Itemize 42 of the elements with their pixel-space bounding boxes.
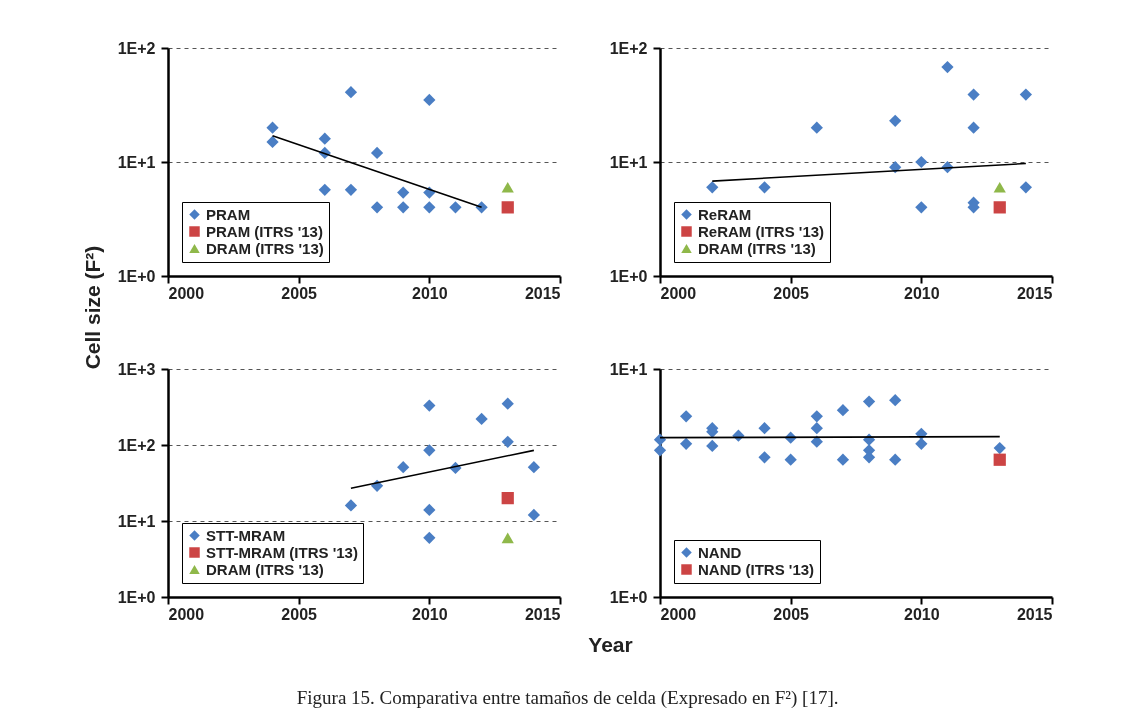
y-tick-label: 1E+0 [609,267,648,285]
legend-label: NAND [698,543,742,561]
legend-label: DRAM (ITRS '13) [206,560,324,578]
x-tick-label: 2000 [660,605,697,623]
y-tick-label: 1E+1 [609,360,648,378]
y-tick-label: 1E+1 [117,153,156,171]
legend-label: ReRAM (ITRS '13) [698,222,825,240]
x-tick-label: 2005 [773,284,810,302]
legend-label: PRAM [206,205,251,223]
y-tick-label: 1E+1 [609,153,648,171]
x-tick-label: 2015 [524,284,561,302]
y-tick-label: 1E+0 [117,267,156,285]
legend-label: NAND (ITRS '13) [698,560,815,578]
x-tick-label: 2010 [412,605,448,623]
y-tick-label: 1E+0 [609,588,648,606]
x-tick-label: 2000 [660,284,697,302]
y-axis-title: Cell size (F²) [80,245,104,370]
x-tick-label: 2010 [904,284,940,302]
y-tick-label: 1E+2 [609,39,648,57]
legend-label: STT-MRAM (ITRS '13) [206,543,358,561]
y-tick-label: 1E+0 [117,588,156,606]
x-tick-label: 2005 [281,284,318,302]
legend-label: PRAM (ITRS '13) [206,222,323,240]
x-tick-label: 2015 [1016,605,1053,623]
x-tick-label: 2010 [904,605,940,623]
y-tick-label: 1E+3 [117,360,156,378]
x-tick-label: 2000 [168,605,205,623]
x-tick-label: 2015 [1016,284,1053,302]
x-axis-title: Year [588,632,633,656]
x-tick-label: 2015 [524,605,561,623]
legend-label: DRAM (ITRS '13) [206,239,324,257]
y-tick-label: 1E+2 [117,436,156,454]
y-tick-label: 1E+2 [117,39,156,57]
text: Figura 15. Comparativa entre tamaños de celda (Expresado en F²) [17]. [296,687,839,709]
legend-label: STT-MRAM [206,526,286,544]
x-tick-label: 2005 [773,605,810,623]
legend-label: ReRAM [698,205,752,223]
y-tick-label: 1E+1 [117,512,156,530]
x-tick-label: 2005 [281,605,318,623]
x-tick-label: 2000 [168,284,205,302]
x-tick-label: 2010 [412,284,448,302]
legend-label: DRAM (ITRS '13) [698,239,816,257]
